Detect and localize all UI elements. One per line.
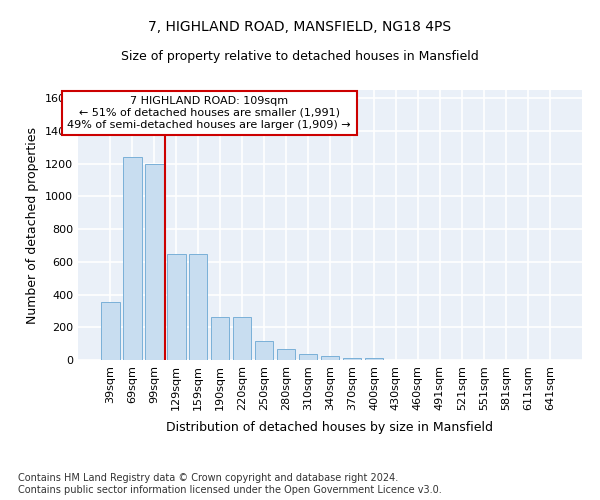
Bar (189, 254, 208, 360)
Bar (277, 350, 295, 360)
Bar (255, 341, 274, 360)
Y-axis label: Number of detached properties: Number of detached properties (26, 126, 40, 324)
Bar (365, 358, 383, 360)
Bar (167, 254, 185, 360)
Bar (101, 302, 119, 360)
X-axis label: Distribution of detached houses by size in Mansfield: Distribution of detached houses by size … (167, 421, 493, 434)
Bar (233, 318, 251, 360)
Text: Size of property relative to detached houses in Mansfield: Size of property relative to detached ho… (121, 50, 479, 63)
Text: Contains HM Land Registry data © Crown copyright and database right 2024.
Contai: Contains HM Land Registry data © Crown c… (18, 474, 442, 495)
Bar (320, 356, 340, 360)
Bar (123, 157, 142, 360)
Bar (343, 358, 361, 360)
Bar (211, 318, 229, 360)
Bar (299, 354, 317, 360)
Bar (145, 164, 164, 360)
Text: 7, HIGHLAND ROAD, MANSFIELD, NG18 4PS: 7, HIGHLAND ROAD, MANSFIELD, NG18 4PS (148, 20, 452, 34)
Text: 7 HIGHLAND ROAD: 109sqm
← 51% of detached houses are smaller (1,991)
49% of semi: 7 HIGHLAND ROAD: 109sqm ← 51% of detache… (67, 96, 351, 130)
